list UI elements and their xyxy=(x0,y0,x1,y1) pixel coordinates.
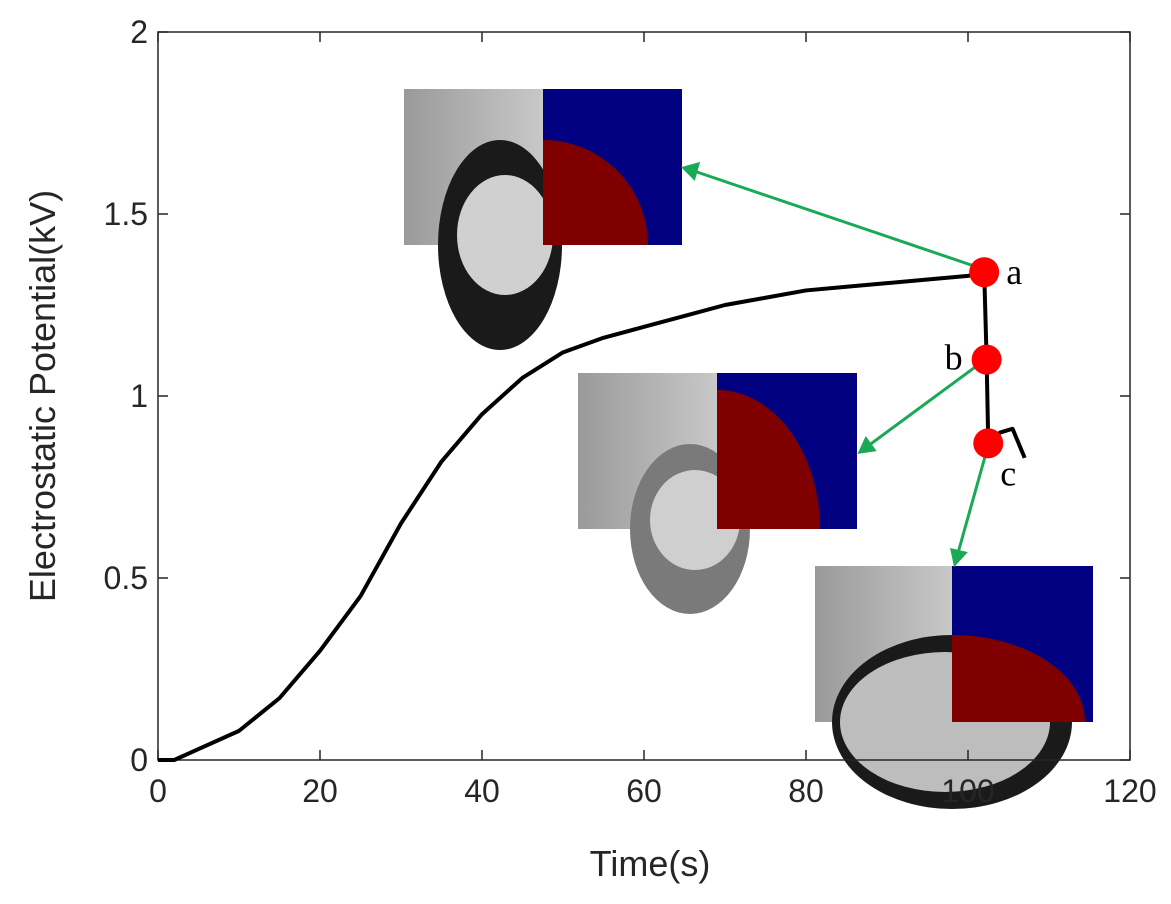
point-label: c xyxy=(1000,453,1016,493)
x-tick-label: 40 xyxy=(464,773,500,809)
inset-a xyxy=(404,89,682,350)
line xyxy=(158,270,1027,762)
point-marker xyxy=(969,257,1000,288)
x-tick-label: 80 xyxy=(788,773,824,809)
y-tick-label: 0 xyxy=(130,742,148,778)
x-tick-label: 100 xyxy=(941,773,994,809)
x-tick-label: 0 xyxy=(149,773,167,809)
inset-c xyxy=(815,566,1093,809)
x-tick-label: 20 xyxy=(302,773,338,809)
y-tick-label: 1 xyxy=(130,378,148,414)
y-axis-label: Electrostatic Potential(kV) xyxy=(22,190,63,602)
y-tick-label: 2 xyxy=(130,14,148,50)
point-label: a xyxy=(1006,252,1022,292)
inset-images xyxy=(404,89,1093,809)
arrows xyxy=(681,161,990,568)
point-marker xyxy=(973,428,1004,459)
x-tick-label: 60 xyxy=(626,773,662,809)
y-tick-label: 0.5 xyxy=(104,560,148,596)
y-tick-label: 1.5 xyxy=(104,196,148,232)
point-label: b xyxy=(945,338,963,378)
inset-b xyxy=(578,373,857,614)
x-axis-label: Time(s) xyxy=(590,843,711,884)
x-tick-label: 120 xyxy=(1103,773,1156,809)
point-marker xyxy=(971,344,1002,375)
